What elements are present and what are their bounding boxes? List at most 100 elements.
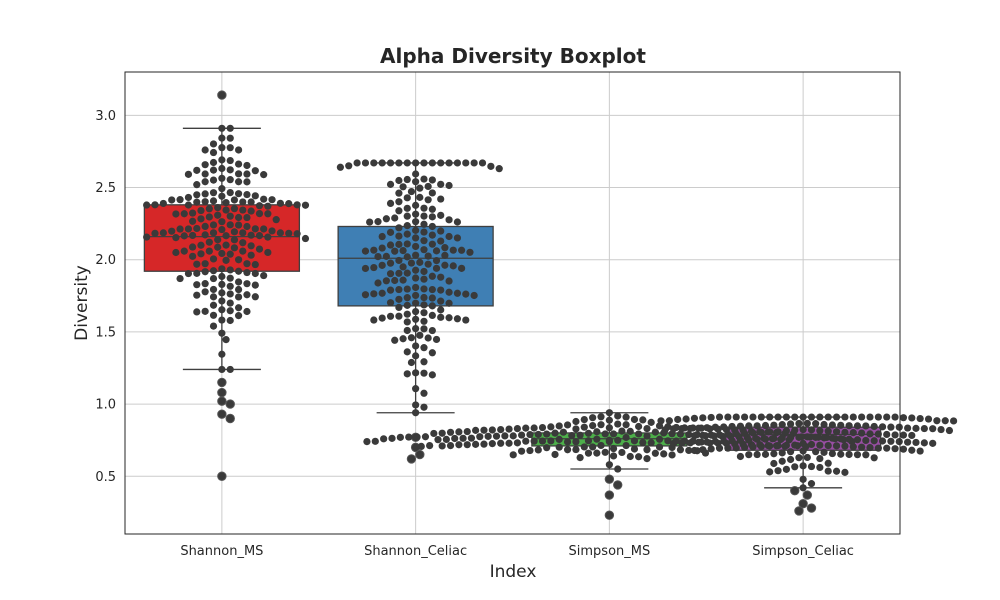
data-point (209, 158, 218, 167)
data-point (472, 440, 480, 448)
data-point (395, 232, 403, 240)
data-point (428, 349, 436, 357)
data-point (378, 232, 386, 241)
data-point (904, 438, 912, 446)
data-point (143, 233, 151, 241)
data-point (193, 281, 201, 289)
data-point (849, 429, 857, 437)
data-point (234, 178, 243, 186)
data-point (812, 420, 820, 428)
data-point (209, 311, 218, 319)
data-point (413, 433, 421, 441)
data-point (453, 315, 462, 323)
data-point (424, 334, 432, 342)
data-point (584, 429, 593, 437)
data-point (370, 290, 378, 298)
data-point (420, 212, 428, 220)
data-point (412, 251, 420, 259)
data-point (643, 432, 651, 440)
data-point (226, 316, 234, 325)
data-point (816, 441, 824, 449)
data-point (728, 437, 736, 445)
data-point (378, 159, 386, 167)
data-point (243, 268, 251, 277)
y-tick-label: 0.5 (95, 470, 116, 485)
data-point (366, 218, 374, 226)
x-tick-label: Simpson_Celiac (752, 544, 854, 559)
data-point (201, 268, 209, 276)
data-point (378, 314, 386, 322)
data-point (264, 233, 272, 241)
data-point (209, 148, 218, 157)
data-point (370, 316, 378, 324)
data-point (420, 285, 428, 293)
data-point (399, 183, 407, 191)
data-point (234, 170, 243, 178)
data-point (428, 189, 436, 197)
outlier-point (604, 510, 615, 520)
data-point (614, 436, 622, 444)
data-point (301, 234, 310, 243)
data-point (643, 424, 651, 433)
data-point (795, 454, 803, 462)
data-point (462, 159, 470, 167)
data-point (824, 441, 832, 450)
data-point (193, 191, 201, 199)
data-point (428, 159, 436, 167)
data-point (488, 426, 496, 434)
data-point (264, 202, 272, 210)
data-point (428, 272, 436, 280)
data-point (732, 413, 740, 421)
data-point (226, 274, 234, 282)
data-point (407, 187, 416, 196)
data-point (820, 420, 828, 429)
data-point (487, 162, 495, 170)
data-point (858, 413, 866, 421)
data-point (862, 436, 870, 445)
data-point (437, 273, 445, 281)
data-point (449, 262, 457, 270)
outlier-point (798, 498, 808, 509)
data-point (403, 175, 411, 184)
data-point (239, 239, 247, 247)
data-point (226, 266, 234, 274)
data-point (420, 317, 428, 325)
data-point (272, 216, 280, 224)
data-point (605, 438, 613, 446)
data-point (403, 285, 411, 293)
data-point (428, 213, 436, 221)
data-point (421, 433, 430, 441)
data-point (403, 294, 411, 302)
data-point (690, 414, 699, 422)
data-point (437, 297, 445, 305)
data-point (247, 231, 255, 239)
data-point (685, 446, 693, 455)
data-point (609, 430, 618, 438)
data-point (370, 263, 378, 272)
data-point (276, 199, 284, 207)
data-point (226, 189, 234, 197)
data-point (753, 435, 761, 443)
data-point (209, 285, 218, 294)
data-point (555, 422, 563, 430)
data-point (874, 444, 882, 452)
data-point (799, 426, 807, 434)
outlier-point (406, 454, 417, 464)
data-point (449, 246, 457, 254)
data-point (732, 430, 740, 438)
data-point (749, 443, 757, 451)
data-point (395, 295, 403, 303)
data-point (782, 413, 791, 421)
data-point (618, 427, 626, 435)
data-point (180, 210, 188, 218)
data-point (395, 159, 403, 167)
data-point (226, 176, 234, 184)
data-point (218, 218, 226, 226)
data-point (412, 242, 420, 251)
data-point (462, 290, 470, 298)
data-point (745, 436, 753, 444)
data-point (593, 435, 601, 443)
data-point (782, 427, 791, 435)
data-point (786, 455, 795, 464)
data-point (517, 447, 526, 455)
